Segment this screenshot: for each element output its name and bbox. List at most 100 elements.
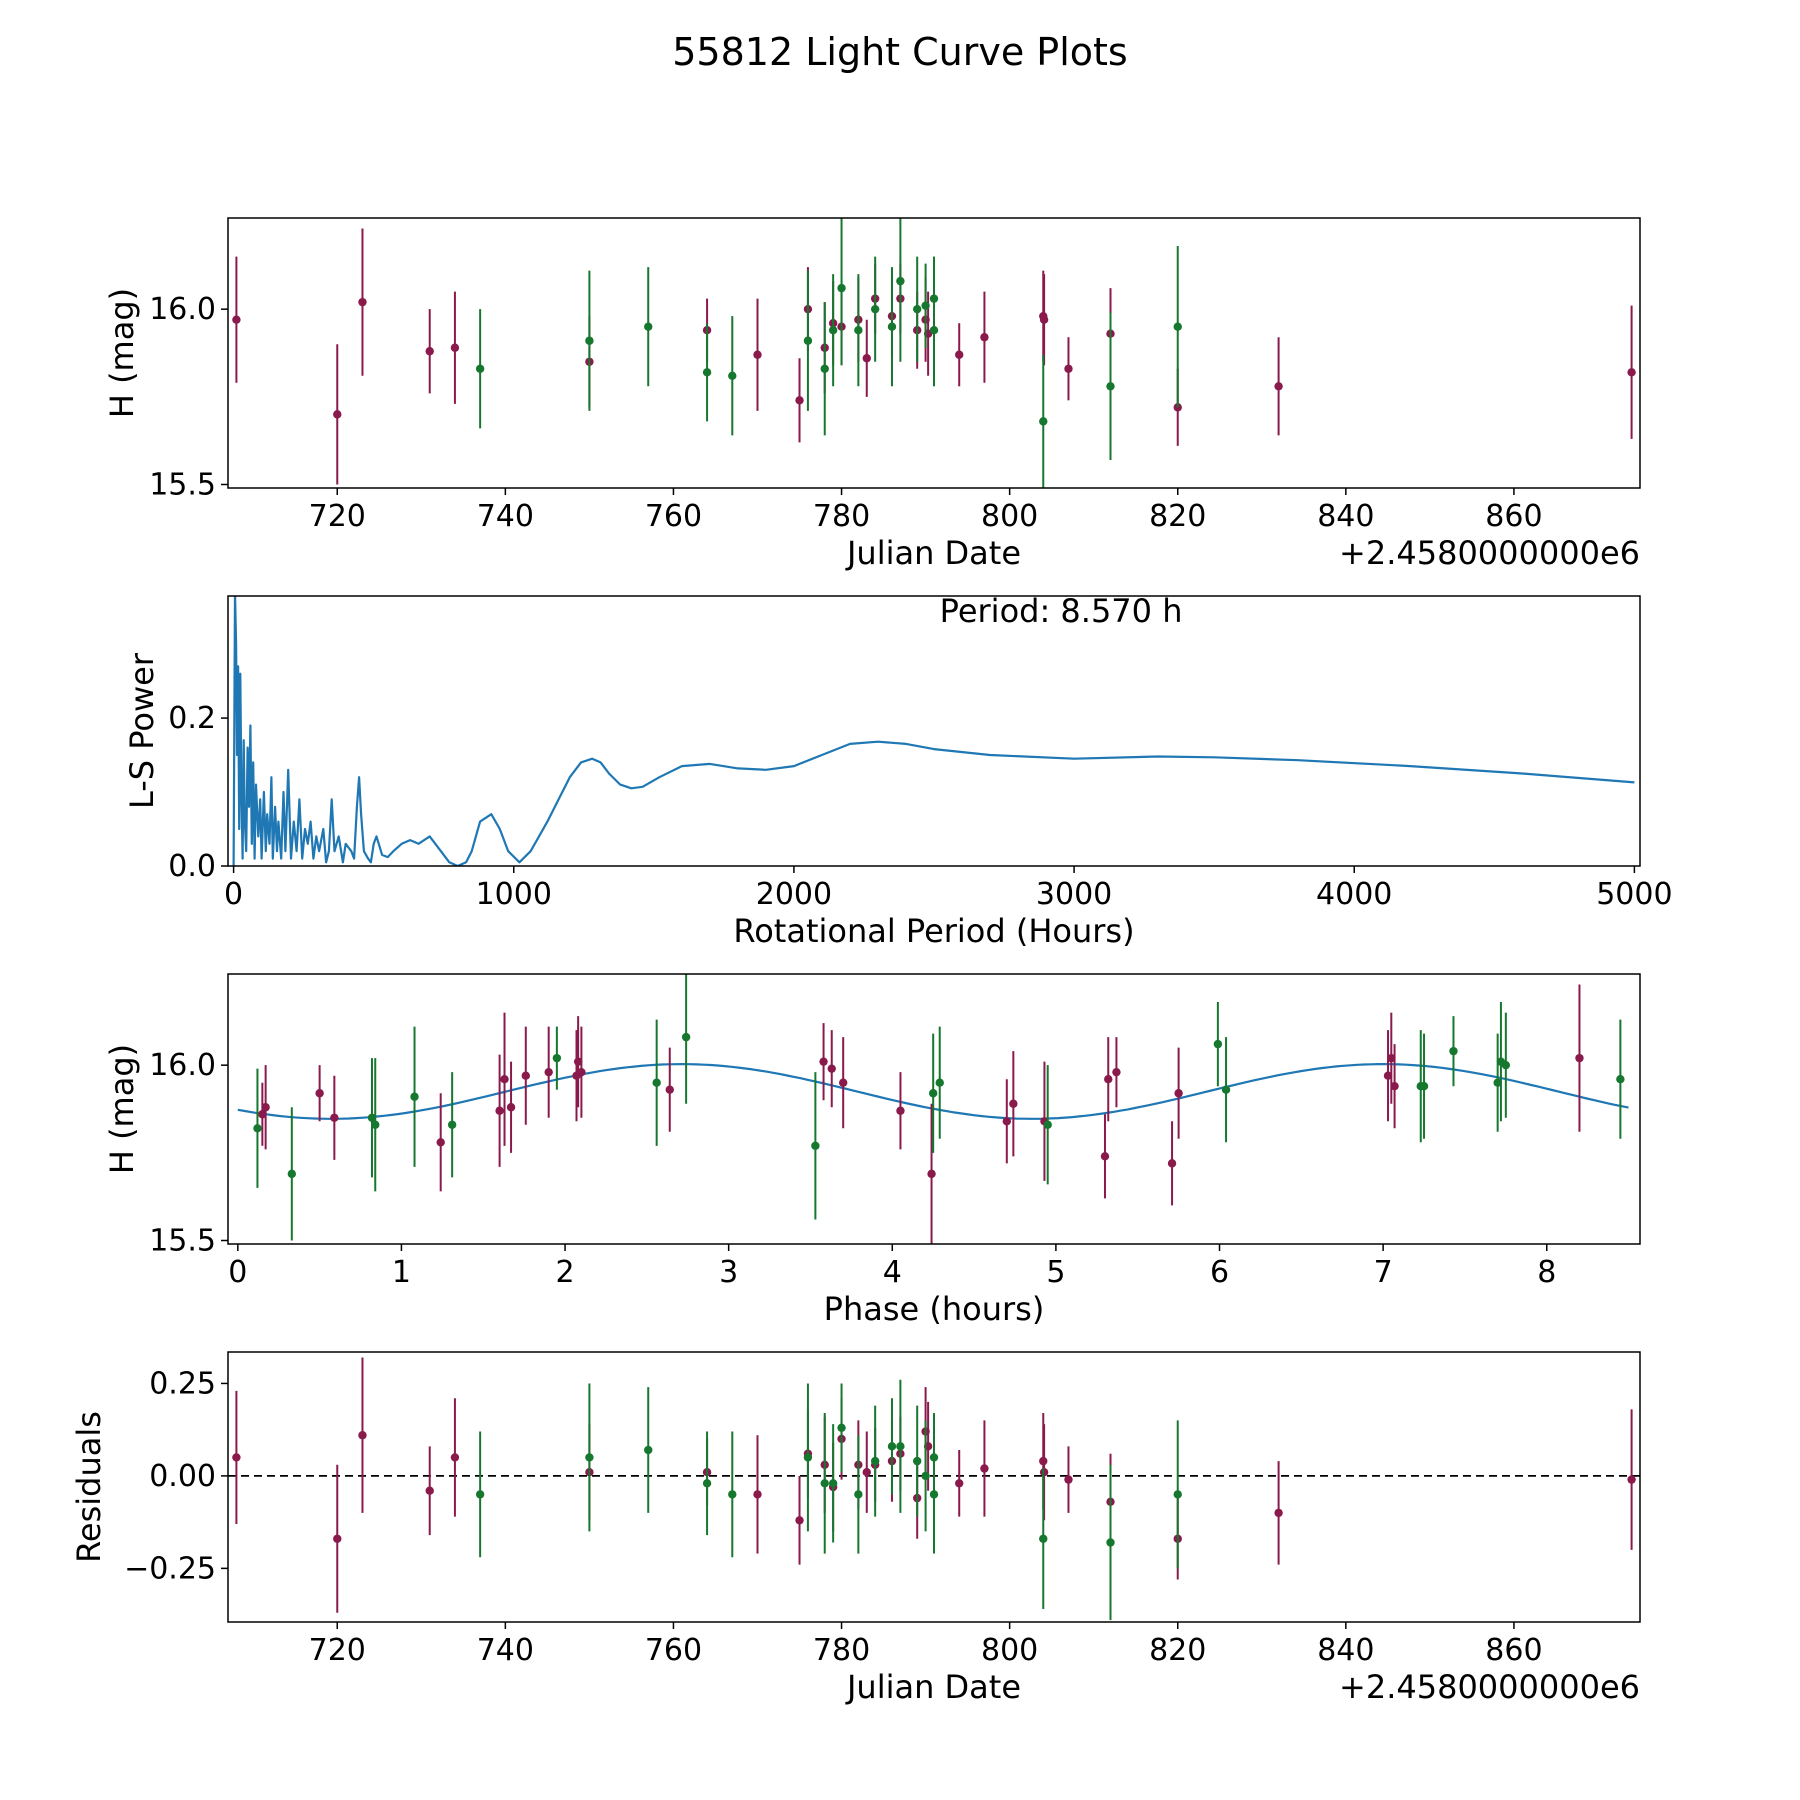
y-tick-label: −0.25: [124, 1551, 216, 1586]
x-axis-label: Julian Date: [845, 534, 1021, 572]
x-tick-label: 3000: [1036, 877, 1112, 912]
data-marker: [1100, 1152, 1110, 1161]
data-marker: [1173, 1490, 1182, 1499]
data-point-magenta: [1274, 1461, 1283, 1565]
data-marker: [1627, 368, 1636, 377]
data-point-magenta: [1002, 1079, 1012, 1164]
x-offset-label: +2.4580000000e6: [1339, 534, 1640, 572]
data-marker: [1106, 1538, 1115, 1547]
data-marker: [929, 326, 939, 335]
data-point-green: [253, 1068, 262, 1188]
data-marker: [258, 1110, 267, 1119]
y-tick-label: 0.25: [149, 1366, 216, 1401]
data-point-magenta: [1174, 1047, 1183, 1139]
data-point-magenta: [1104, 1037, 1113, 1122]
data-marker: [358, 297, 367, 307]
data-point-magenta: [425, 1446, 434, 1536]
data-point-green: [1501, 1012, 1511, 1118]
data-marker: [820, 364, 829, 373]
data-point-magenta: [425, 309, 434, 394]
data-marker: [450, 343, 460, 352]
data-point-green: [921, 263, 930, 348]
x-tick-label: 2: [556, 1255, 575, 1290]
data-point-green: [912, 1405, 922, 1517]
x-tick-label: 1000: [476, 877, 552, 912]
data-marker: [521, 1071, 530, 1080]
data-point-green: [1221, 1037, 1231, 1143]
y-axis-label: L-S Power: [123, 652, 161, 809]
x-tick-label: 820: [1149, 499, 1206, 534]
x-tick-label: 4000: [1316, 877, 1392, 912]
data-marker: [896, 276, 905, 286]
data-marker: [1173, 322, 1182, 331]
data-point-green: [912, 256, 922, 362]
data-marker: [795, 396, 804, 405]
data-marker: [753, 350, 762, 359]
data-marker: [980, 1464, 989, 1473]
data-point-green: [1449, 1016, 1458, 1087]
x-tick-label: 760: [645, 1633, 702, 1668]
data-marker: [253, 1124, 262, 1133]
data-marker: [1575, 1053, 1584, 1063]
data-point-green: [887, 267, 897, 387]
data-point-magenta: [1383, 1030, 1393, 1122]
axes-frame: [227, 1351, 1641, 1623]
data-point-magenta: [862, 319, 871, 397]
data-point-green: [828, 1424, 838, 1543]
data-point-green: [1419, 1033, 1429, 1139]
x-tick-label: 0: [224, 877, 243, 912]
x-axis-label: Phase (hours): [824, 1290, 1045, 1328]
data-marker: [665, 1085, 674, 1094]
data-point-green: [828, 274, 838, 387]
data-marker: [1274, 1508, 1283, 1518]
x-tick-label: 0: [228, 1255, 247, 1290]
data-marker: [1009, 1099, 1018, 1108]
data-marker: [887, 322, 897, 331]
data-point-magenta: [333, 344, 342, 485]
data-point-magenta: [506, 1061, 516, 1153]
data-marker: [927, 1169, 936, 1179]
data-point-green: [702, 1431, 712, 1536]
data-point-magenta: [1167, 1121, 1177, 1206]
x-tick-label: 1: [392, 1255, 411, 1290]
data-point-magenta: [500, 1012, 509, 1146]
data-marker: [1274, 382, 1283, 391]
data-marker: [232, 1453, 241, 1462]
data-marker: [333, 410, 342, 419]
data-marker: [896, 1442, 905, 1451]
data-marker: [803, 336, 813, 345]
data-marker: [928, 1089, 938, 1098]
data-marker: [862, 354, 871, 363]
data-point-magenta: [980, 291, 989, 383]
data-marker: [728, 1490, 737, 1499]
data-point-green: [1616, 1019, 1625, 1139]
data-marker: [838, 1078, 848, 1087]
data-point-magenta: [1274, 337, 1283, 436]
data-point-magenta: [955, 323, 964, 387]
data-marker: [1174, 1089, 1183, 1098]
data-point-green: [929, 1435, 939, 1554]
x-tick-label: 740: [477, 499, 534, 534]
data-marker: [261, 1103, 270, 1112]
data-point-magenta: [1575, 984, 1584, 1132]
data-point-green: [820, 302, 829, 436]
x-tick-label: 860: [1485, 1633, 1542, 1668]
data-point-green: [652, 1019, 661, 1146]
data-marker: [795, 1516, 804, 1525]
data-marker: [585, 1453, 594, 1462]
data-marker: [728, 371, 737, 380]
data-point-magenta: [1627, 1409, 1636, 1550]
data-marker: [410, 1092, 419, 1101]
data-marker: [854, 326, 863, 335]
data-point-green: [820, 1413, 829, 1554]
data-point-green: [702, 323, 712, 422]
data-point-green: [1039, 354, 1048, 488]
data-marker: [475, 1490, 485, 1499]
data-marker: [702, 368, 712, 377]
data-point-green: [929, 274, 939, 387]
data-marker: [287, 1169, 297, 1179]
x-tick-label: 4: [883, 1255, 902, 1290]
data-marker: [425, 347, 434, 356]
data-point-magenta: [232, 1390, 241, 1524]
y-tick-label: 0.2: [168, 701, 216, 736]
